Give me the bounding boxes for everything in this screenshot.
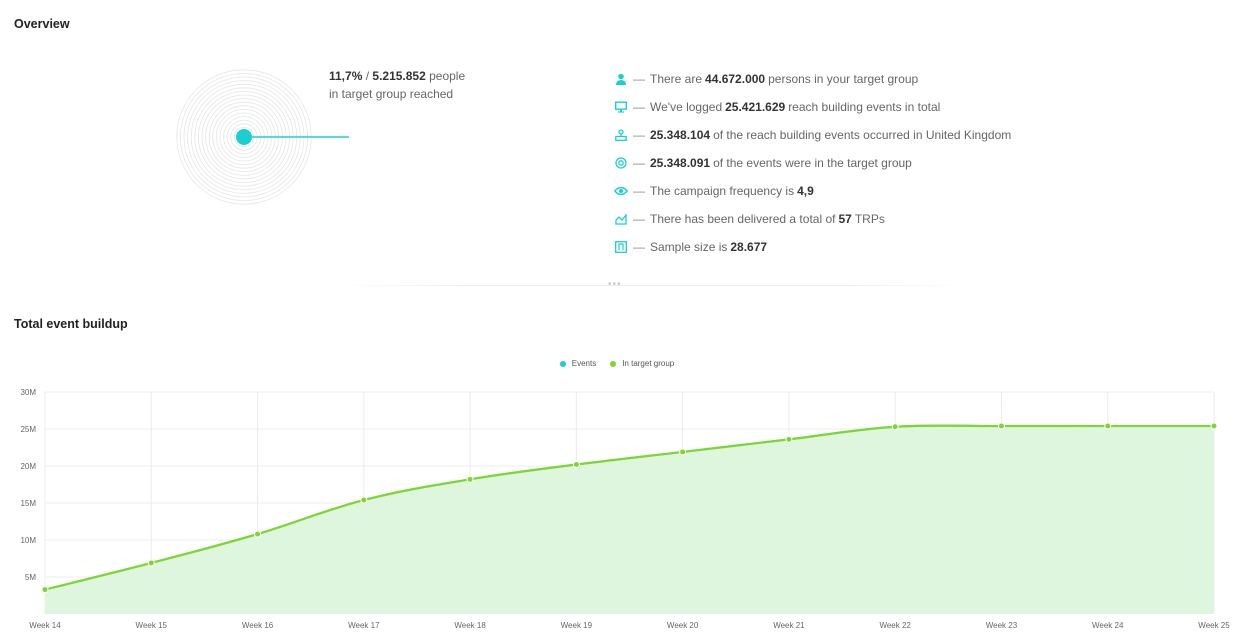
data-point <box>360 496 368 504</box>
monitor-icon <box>614 100 628 114</box>
reach-caption: in target group reached <box>329 87 454 101</box>
location-icon <box>614 128 628 142</box>
stat-trps: — There has been delivered a total of 57 T… <box>614 205 1134 233</box>
x-tick-label: Week 23 <box>986 621 1018 630</box>
y-tick-label: 25M <box>20 425 36 434</box>
x-tick-label: Week 24 <box>1092 621 1124 630</box>
data-point <box>679 448 687 456</box>
data-point <box>147 559 155 567</box>
data-point <box>785 435 793 443</box>
x-tick-label: Week 17 <box>348 621 380 630</box>
data-point <box>1104 422 1112 430</box>
data-point <box>1210 422 1218 430</box>
y-tick-label: 30M <box>20 388 36 397</box>
reach-dot <box>236 129 252 145</box>
section-divider <box>340 285 968 286</box>
reach-circle-graphic <box>176 69 349 205</box>
x-tick-label: Week 21 <box>773 621 805 630</box>
data-point <box>254 530 262 538</box>
sample-icon <box>614 240 628 254</box>
event-buildup-chart: 5M 10M 15M 20M 25M 30M Week 14 Week 15 Week 16 We… <box>20 388 1230 630</box>
buildup-title: Total event buildup <box>14 317 128 331</box>
target-icon <box>614 156 628 170</box>
stat-country: — 25.348.104 of the reach building events… <box>614 121 1134 149</box>
stat-sample-size: — Sample size is 28.677 <box>614 233 1134 261</box>
stat-frequency: — The campaign frequency is 4,9 <box>614 177 1134 205</box>
y-tick-label: 10M <box>20 536 36 545</box>
stat-persons: — There are 44.672.000 persons in your tar… <box>614 65 1134 93</box>
reach-summary: 11,7% / 5.215.852 people in target group… <box>329 67 529 103</box>
legend-item-target-group[interactable]: In target group <box>610 359 674 368</box>
data-point <box>997 422 1005 430</box>
y-tick-label: 20M <box>20 462 36 471</box>
chart-legend: Events In target group <box>0 359 1234 368</box>
stat-events: — We've logged 25.421.629 reach building e… <box>614 93 1134 121</box>
x-tick-label: Week 18 <box>454 621 486 630</box>
data-point <box>41 586 49 594</box>
x-tick-label: Week 19 <box>561 621 593 630</box>
data-point <box>891 423 899 431</box>
area-chart-icon <box>614 212 628 226</box>
data-point <box>466 475 474 483</box>
area-fill <box>45 425 1214 614</box>
x-tick-label: Week 15 <box>136 621 168 630</box>
legend-dot-target-group <box>610 360 617 367</box>
x-tick-label: Week 25 <box>1198 621 1230 630</box>
person-icon <box>614 72 628 86</box>
stats-list: — There are 44.672.000 persons in your tar… <box>614 65 1134 261</box>
x-tick-label: Week 16 <box>242 621 274 630</box>
legend-item-events[interactable]: Events <box>559 359 596 368</box>
legend-dot-events <box>559 360 566 367</box>
x-tick-label: Week 14 <box>29 621 61 630</box>
eye-icon <box>614 184 628 198</box>
series-line-target-group <box>44 424 1214 591</box>
y-tick-label: 15M <box>20 499 36 508</box>
reach-count: 5.215.852 <box>372 69 426 83</box>
overview-title: Overview <box>14 17 70 31</box>
x-tick-label: Week 20 <box>667 621 699 630</box>
drag-handle-icon[interactable]: ••• <box>608 279 622 290</box>
reach-percent: 11,7% <box>329 69 363 83</box>
x-tick-label: Week 22 <box>879 621 911 630</box>
stat-target-group: — 25.348.091 of the events were in the ta… <box>614 149 1134 177</box>
data-point <box>572 461 580 469</box>
y-tick-label: 5M <box>25 573 36 582</box>
